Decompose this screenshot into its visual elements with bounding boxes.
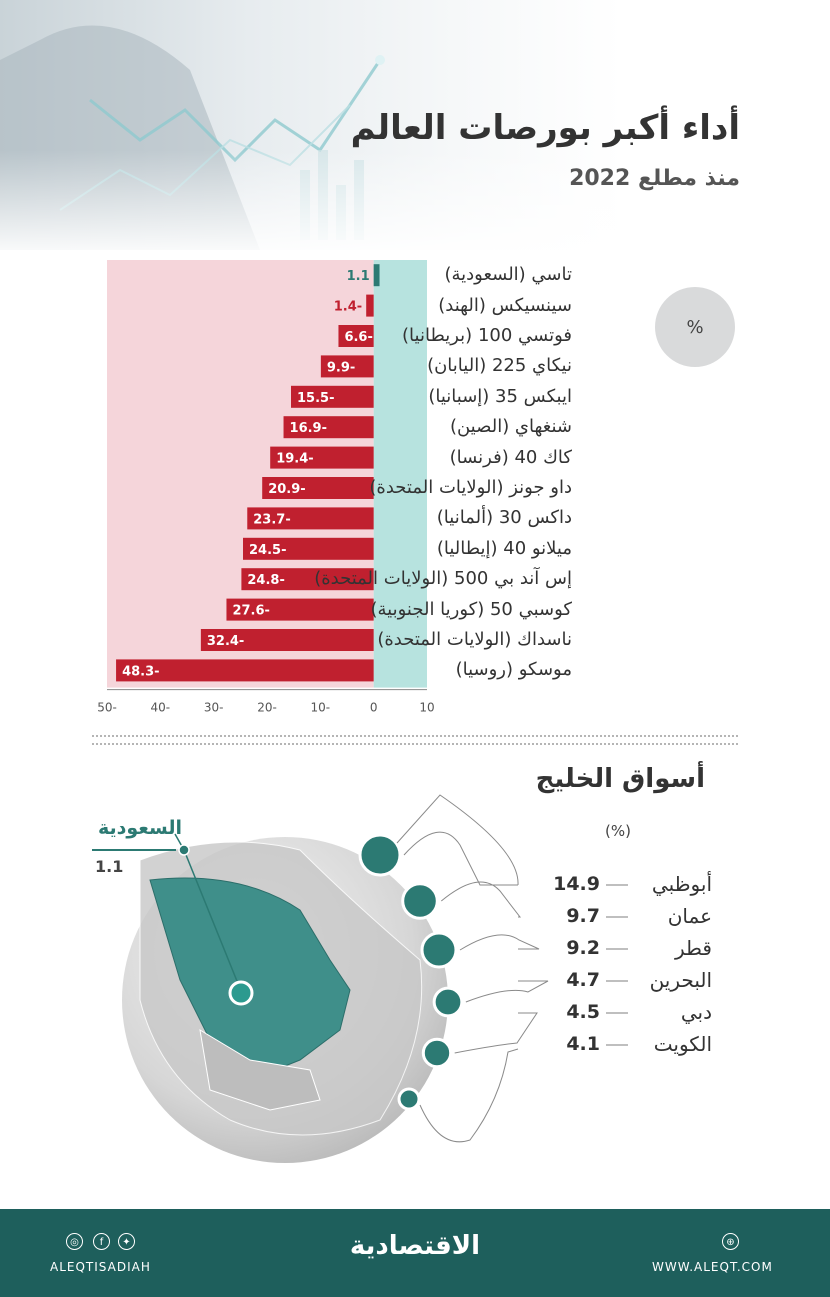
globe-icon: ⊕ [722,1233,739,1250]
page-subtitle: منذ مطلع 2022 [569,166,740,191]
bar-value-label: 23.7- [253,512,290,527]
hero-photo [0,0,830,250]
saudi-anchor-dot [178,844,190,856]
market-label: ميلانو 40 (إيطاليا) [436,537,572,559]
market-label: إس آند بي 500 (الولايات المتحدة) [314,568,572,590]
bar-value-label: 19.4- [276,452,313,467]
gulf-market-value: 4.5 [566,1001,600,1023]
bar [373,264,380,287]
divider [92,743,738,745]
market-label: نيكاي 225 (اليابان) [427,355,572,377]
bar-value-label: 1.1 [347,269,370,284]
gulf-markets-title: أسواق الخليج [535,764,705,794]
bar [226,598,374,621]
market-label: تاسي (السعودية) [444,264,572,286]
bar [270,446,374,469]
gulf-connector-line [459,934,540,951]
bar-value-label: 6.6- [344,330,372,345]
positive-region [373,260,427,688]
market-label: فوتسي 100 (بريطانيا) [402,325,572,346]
gulf-connector-line [403,831,518,886]
x-tick-label: 0 [370,701,378,715]
market-label: موسكو (روسيا) [455,659,572,681]
gulf-market-name: أبوظبي [651,872,712,896]
gulf-market-bubble [401,882,439,920]
gulf-bracket-line [396,794,519,1143]
twitter-icon[interactable]: ✦ [118,1233,135,1250]
bar [200,629,374,651]
gulf-connector-line [465,980,549,1003]
divider [92,735,738,737]
bar [338,325,374,347]
website-link[interactable]: WWW.ALEQT.COM [652,1260,773,1274]
bar-value-label: 32.4- [207,634,244,649]
market-label: كوسبي 50 (كوريا الجنوبية) [370,598,573,620]
bar [283,416,374,439]
facebook-icon[interactable]: f [93,1233,110,1250]
yemen-oman-shape [199,1029,321,1111]
gulf-market-bubble [420,931,458,969]
gulf-market-name: الكويت [653,1032,712,1056]
gulf-market-value: 9.7 [566,905,600,927]
saudi-marker-dot [228,980,254,1006]
market-label: ايبكس 35 (إسبانيا) [428,385,572,407]
bar [320,355,374,378]
bar [291,385,374,408]
market-label: ناسداك (الولايات المتحدة) [377,629,572,650]
footer: ◎ f ✦ ALEQTISADIAH الاقتصادية ⊕ WWW.ALEQ… [0,1209,830,1297]
gulf-connector-line [454,1012,538,1054]
gulf-connector-line [440,881,522,918]
saudi-value: 1.1 [95,857,124,876]
gulf-market-bubble [358,833,402,877]
gulf-market-name: البحرين [649,968,712,992]
bar-value-label: 24.8- [247,573,284,588]
gulf-market-value: 4.7 [566,969,600,991]
bar-value-label: 24.5- [249,543,286,558]
bar-value-label: 15.5- [297,391,334,406]
bar-value-label: 20.9- [268,482,305,497]
bar-value-label: 48.3- [122,664,159,679]
page-title: أداء أكبر بورصات العالم [350,108,740,148]
gulf-extra-bubble [397,1087,421,1111]
saudi-label: السعودية [97,817,182,839]
bar [366,294,374,317]
gulf-market-name: دبي [680,1000,712,1024]
x-tick-label: 20- [257,701,277,715]
gulf-market-bubble [432,986,464,1018]
bar [243,537,374,560]
gulf-market-value: 9.2 [566,937,600,959]
x-tick-label: 10 [419,701,434,715]
gulf-market-name: قطر [674,936,712,960]
bar-value-label: 16.9- [290,421,327,436]
bar [241,568,374,591]
bar-value-label: 1.4- [334,300,362,315]
brand-logo: الاقتصادية [349,1231,481,1261]
percent-badge: % [655,287,735,367]
x-tick-label: 50- [97,701,117,715]
bar [262,477,374,499]
market-label: شنغهاي (الصين) [449,416,572,438]
gulf-market-value: 4.1 [566,1033,600,1055]
bar [116,659,374,682]
bar-value-label: 27.6- [232,604,269,619]
social-handle[interactable]: ALEQTISADIAH [50,1260,151,1274]
gulf-market-bubble [421,1037,453,1069]
gulf-market-name: عمان [667,904,712,928]
x-tick-label: 30- [204,701,224,715]
instagram-icon[interactable]: ◎ [66,1233,83,1250]
market-label: كاك 40 (فرنسا) [449,446,572,468]
market-label: داو جونز (الولايات المتحدة) [369,477,572,498]
x-tick-label: 10- [311,701,331,715]
x-tick-label: 40- [151,701,171,715]
saudi-arabia-shape [149,877,351,1081]
gulf-market-value: 14.9 [553,873,600,895]
market-label: داكس 30 (ألمانيا) [436,507,572,529]
bar [247,507,374,530]
bar-value-label: 9.9- [327,360,355,375]
gulf-unit: (%) [605,822,631,840]
market-label: سينسيكس (الهند) [438,294,572,316]
